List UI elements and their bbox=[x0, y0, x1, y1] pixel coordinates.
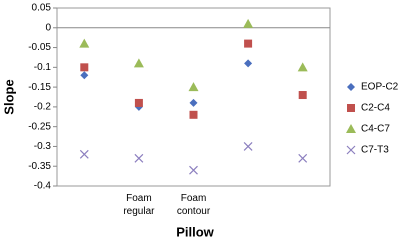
marker bbox=[189, 98, 198, 107]
y-tick-label: -0.35 bbox=[28, 161, 51, 172]
marker bbox=[134, 98, 143, 107]
y-tick-label: -0.05 bbox=[28, 42, 51, 53]
plot-frame bbox=[56, 7, 331, 187]
marker bbox=[80, 71, 89, 80]
y-tick-label: -0.25 bbox=[28, 121, 51, 132]
marker bbox=[244, 39, 253, 48]
marker bbox=[133, 58, 144, 68]
marker bbox=[80, 63, 89, 72]
marker bbox=[79, 149, 89, 159]
marker bbox=[189, 165, 198, 175]
y-tick-label: -0.4 bbox=[34, 181, 52, 192]
x-axis-title: Pillow bbox=[176, 224, 214, 239]
legend-marker bbox=[347, 83, 355, 91]
marker bbox=[79, 38, 90, 48]
marker bbox=[298, 91, 307, 100]
legend-label: EOP-C2 bbox=[361, 82, 399, 93]
marker bbox=[244, 59, 253, 68]
legend-marker bbox=[347, 104, 355, 112]
legend-marker bbox=[346, 124, 356, 133]
marker bbox=[189, 110, 198, 119]
legend-marker bbox=[346, 145, 356, 155]
marker bbox=[243, 142, 253, 151]
marker bbox=[188, 82, 199, 92]
marker bbox=[134, 153, 144, 163]
y-axis-title: Slope bbox=[1, 79, 16, 114]
x-tick-label: Foam regular bbox=[123, 193, 155, 217]
marker bbox=[297, 62, 308, 72]
legend-label: C4-C7 bbox=[361, 124, 390, 135]
y-tick-label: 0 bbox=[45, 22, 51, 33]
legend-label: C7-T3 bbox=[361, 145, 389, 156]
y-tick-label: -0.3 bbox=[34, 141, 52, 152]
y-tick-label: 0.05 bbox=[32, 3, 52, 14]
marker bbox=[298, 153, 308, 163]
marker bbox=[243, 18, 254, 28]
y-tick-label: -0.1 bbox=[34, 62, 52, 73]
x-tick-label: Foam contour bbox=[177, 193, 211, 217]
y-tick-label: -0.2 bbox=[34, 102, 52, 113]
y-tick-label: -0.15 bbox=[28, 82, 51, 93]
legend-label: C2-C4 bbox=[361, 103, 390, 114]
